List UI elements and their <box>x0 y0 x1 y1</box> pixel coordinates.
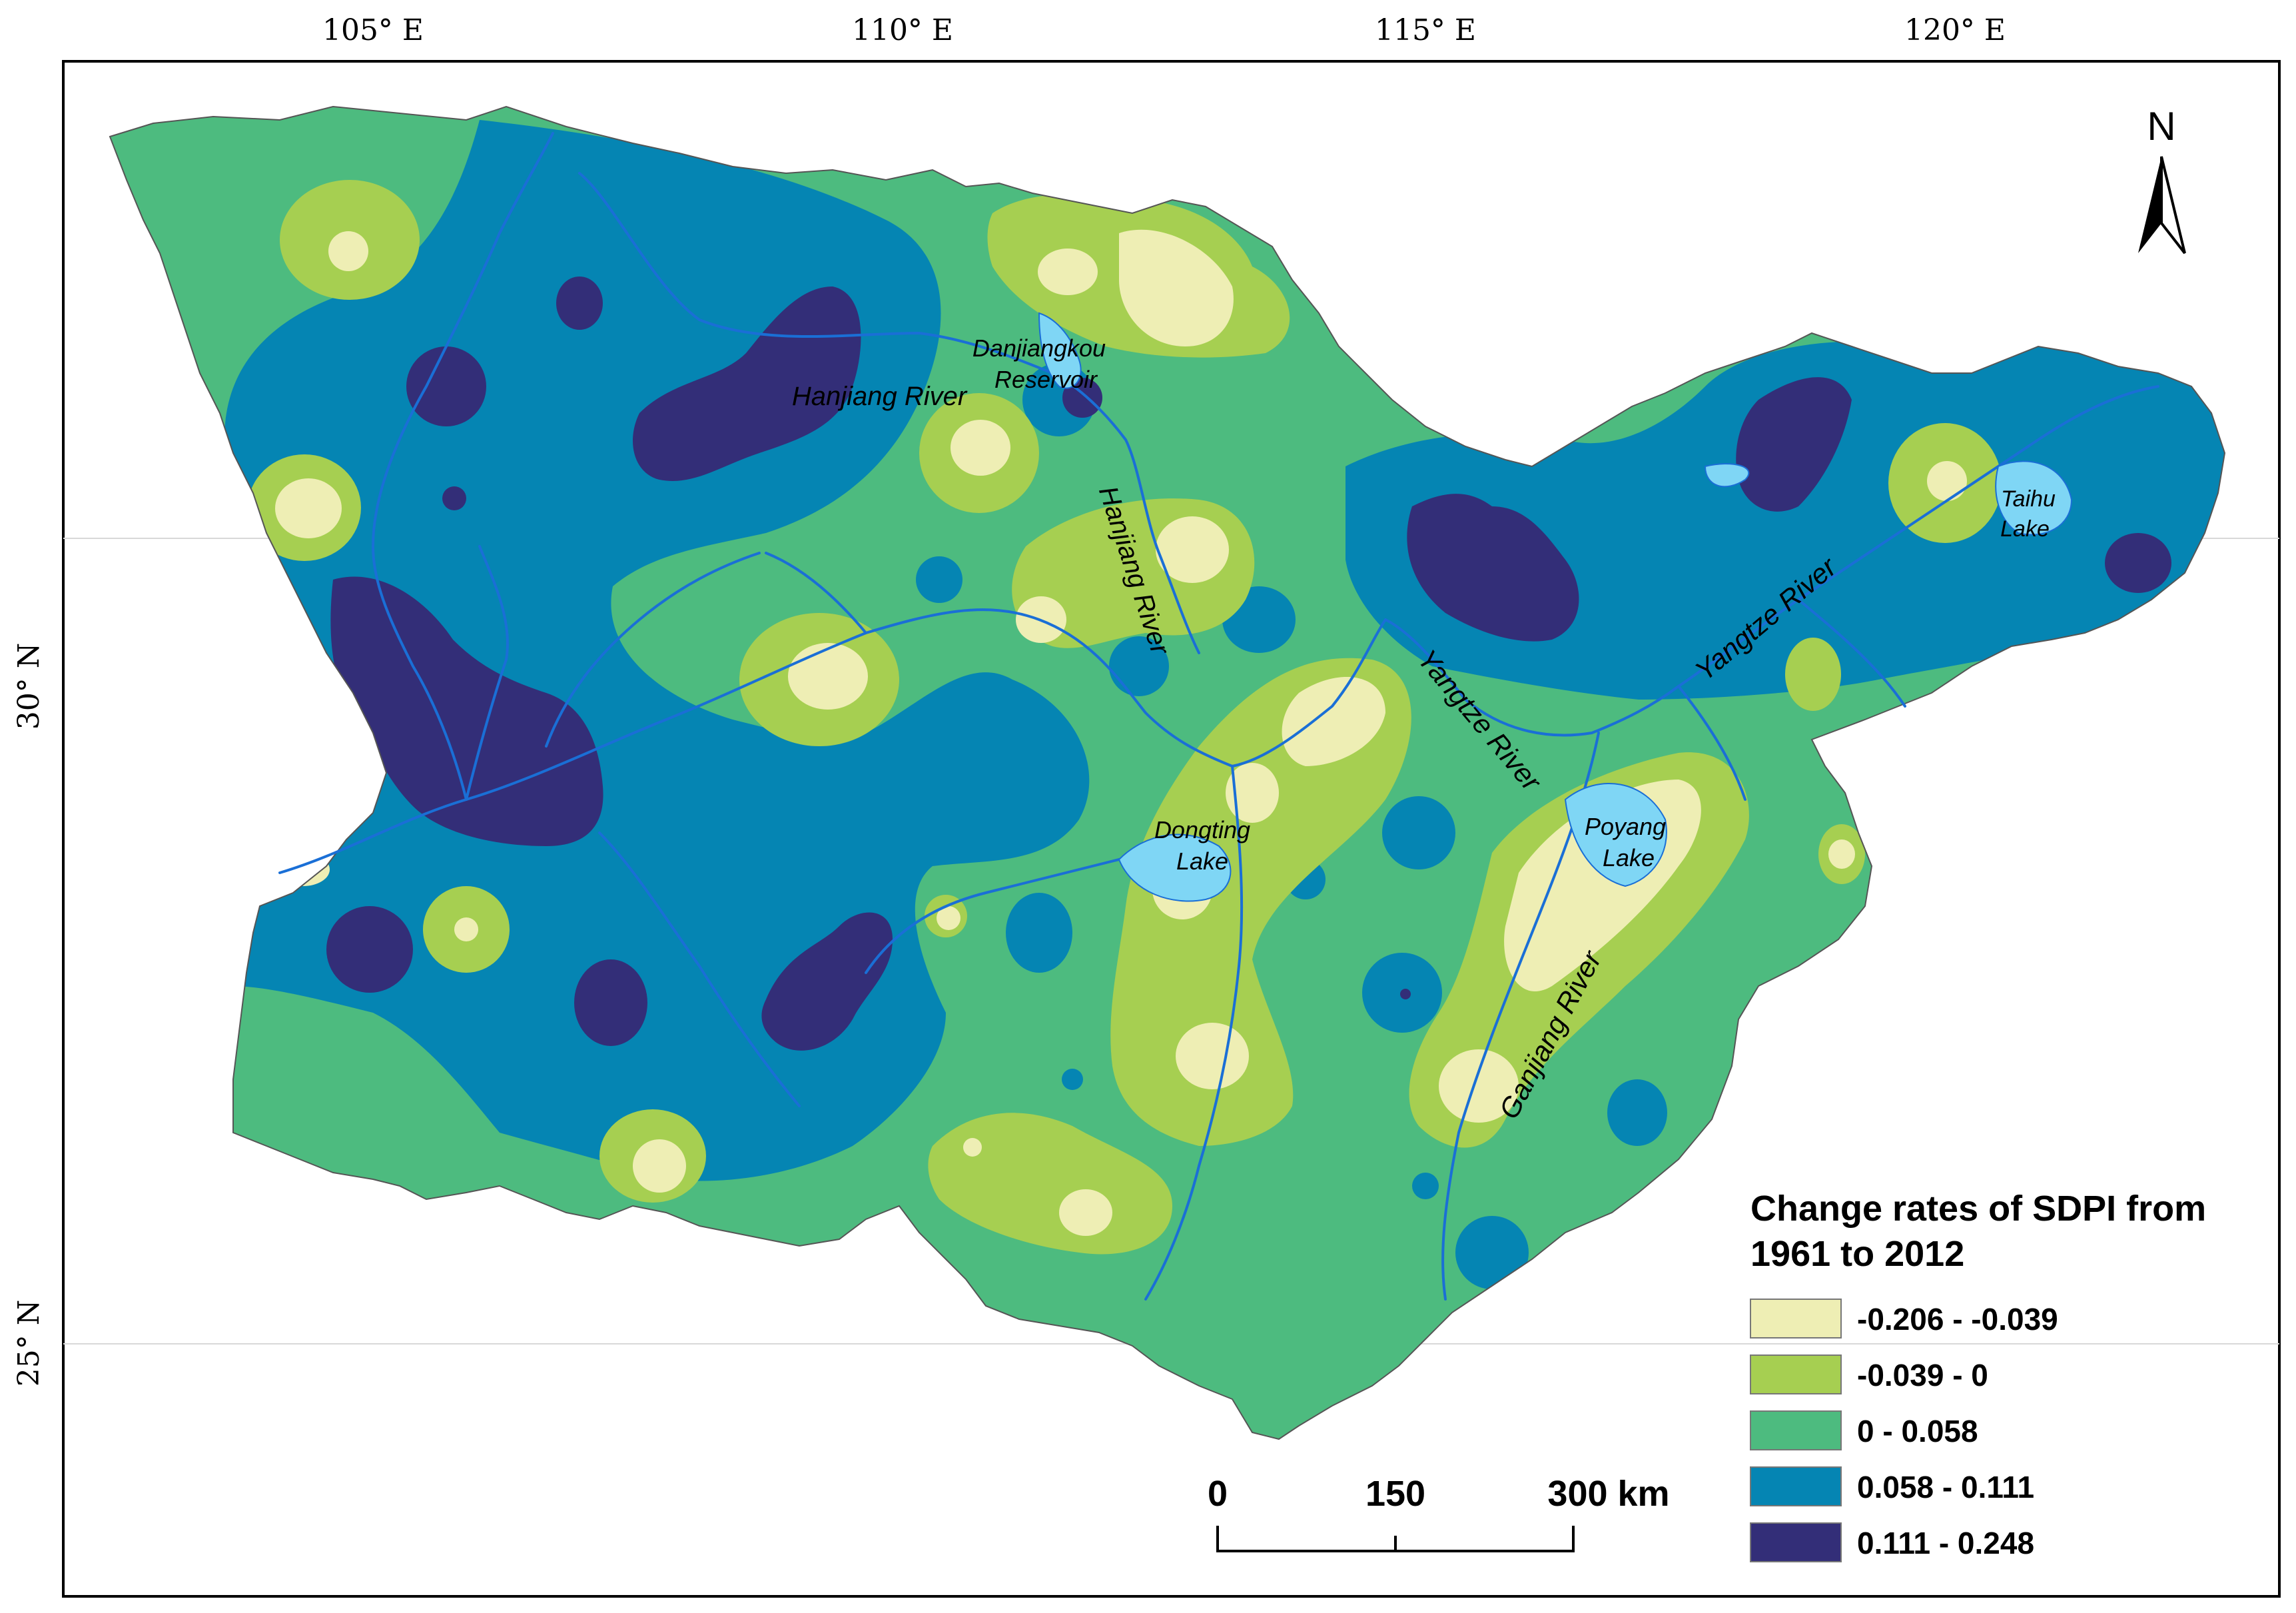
scale-bar-line <box>1216 1526 1575 1552</box>
minor-tributary-2 <box>1677 685 1746 801</box>
minjiang-line <box>465 545 509 801</box>
north-arrow-right-half <box>2160 156 2186 255</box>
legend-title-line1: Change rates of SDPI from <box>1750 1189 2206 1229</box>
yangtze-river-line <box>278 385 2159 874</box>
lon-label-120: 120° E <box>1904 13 2006 47</box>
lakes <box>1038 312 2073 902</box>
dongting-label-line1: Dongting <box>1154 816 1250 843</box>
lat-label-25: 25° N <box>12 1300 46 1386</box>
taihu-label-line1: Taihu <box>2001 486 2056 512</box>
legend-label-4: 0.111 - 0.248 <box>1857 1526 2034 1560</box>
wujiang-line <box>598 831 801 1107</box>
danjiangkou-label-line2: Reservoir <box>994 366 1098 393</box>
north-arrow-left-half <box>2138 157 2161 253</box>
lat-label-30: 30° N <box>12 643 46 730</box>
hanjiang-river-label-upper: Hanjiang River <box>792 382 968 411</box>
taihu-label-line2: Lake <box>2000 516 2050 542</box>
scale-tick-150: 150 <box>1365 1474 1425 1514</box>
upper-yangtze-tributary <box>372 132 554 801</box>
poyang-label-line1: Poyang <box>1585 813 1666 840</box>
minor-tributary-3 <box>1797 598 1906 708</box>
legend: Change rates of SDPI from 1961 to 2012 -… <box>1750 1189 2206 1562</box>
lon-label-115: 115° E <box>1375 13 1476 47</box>
legend-label-2: 0 - 0.058 <box>1857 1414 1978 1448</box>
legend-label-0: -0.206 - -0.039 <box>1857 1302 2058 1337</box>
legend-swatch-0 <box>1750 1299 1842 1339</box>
legend-swatch-2 <box>1750 1410 1842 1450</box>
north-arrow-label: N <box>2147 104 2175 149</box>
poyang-label-line2: Lake <box>1603 844 1655 871</box>
legend-label-3: 0.058 - 0.111 <box>1857 1470 2034 1504</box>
dongting-lake-shape <box>1118 833 1232 902</box>
graticule-labels: 105° E 110° E 115° E 120° E 30° N 25° N <box>12 13 2006 1386</box>
scale-bar: 0 150 300 km <box>1208 1474 1670 1552</box>
legend-swatch-3 <box>1750 1466 1842 1506</box>
lon-label-105: 105° E <box>322 13 424 47</box>
scale-tick-300: 300 km <box>1547 1474 1669 1514</box>
legend-swatch-1 <box>1750 1354 1842 1394</box>
poyang-lake-shape <box>1564 783 1667 887</box>
hanjiang-river-line <box>578 172 1200 654</box>
dongting-label-line2: Lake <box>1176 847 1228 875</box>
chaohu-lake-shape <box>1704 463 1750 488</box>
north-arrow: N <box>2138 104 2186 255</box>
legend-title-line2: 1961 to 2012 <box>1750 1234 1964 1274</box>
legend-swatch-4 <box>1750 1522 1842 1562</box>
scale-tick-0: 0 <box>1208 1474 1228 1514</box>
jialing-line <box>545 552 761 748</box>
river-network <box>278 132 2159 1301</box>
xiangjiang-line <box>1144 765 1244 1301</box>
danjiangkou-reservoir-shape <box>1038 312 1082 389</box>
minor-tributary-1 <box>765 552 867 634</box>
taihu-lake-shape <box>1995 460 2073 536</box>
yuanjiang-line <box>865 851 1147 974</box>
danjiangkou-label-line1: Danjiangkou <box>972 334 1106 362</box>
legend-label-1: -0.039 - 0 <box>1857 1358 1988 1392</box>
class-0111-0248-zones <box>326 276 2171 1051</box>
lon-label-110: 110° E <box>852 13 953 47</box>
